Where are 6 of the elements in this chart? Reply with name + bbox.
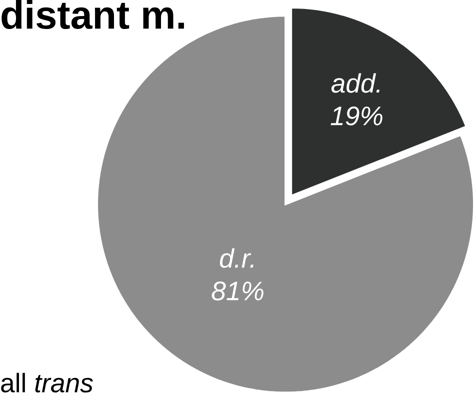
text: all trans bbox=[1, 373, 93, 393]
data-label: 19% bbox=[330, 106, 382, 126]
slice-label: add. bbox=[331, 73, 380, 94]
slice-label: d.r. bbox=[220, 248, 254, 268]
chart-title: distant m. bbox=[2, 0, 184, 30]
data-label: 81% bbox=[212, 282, 264, 301]
